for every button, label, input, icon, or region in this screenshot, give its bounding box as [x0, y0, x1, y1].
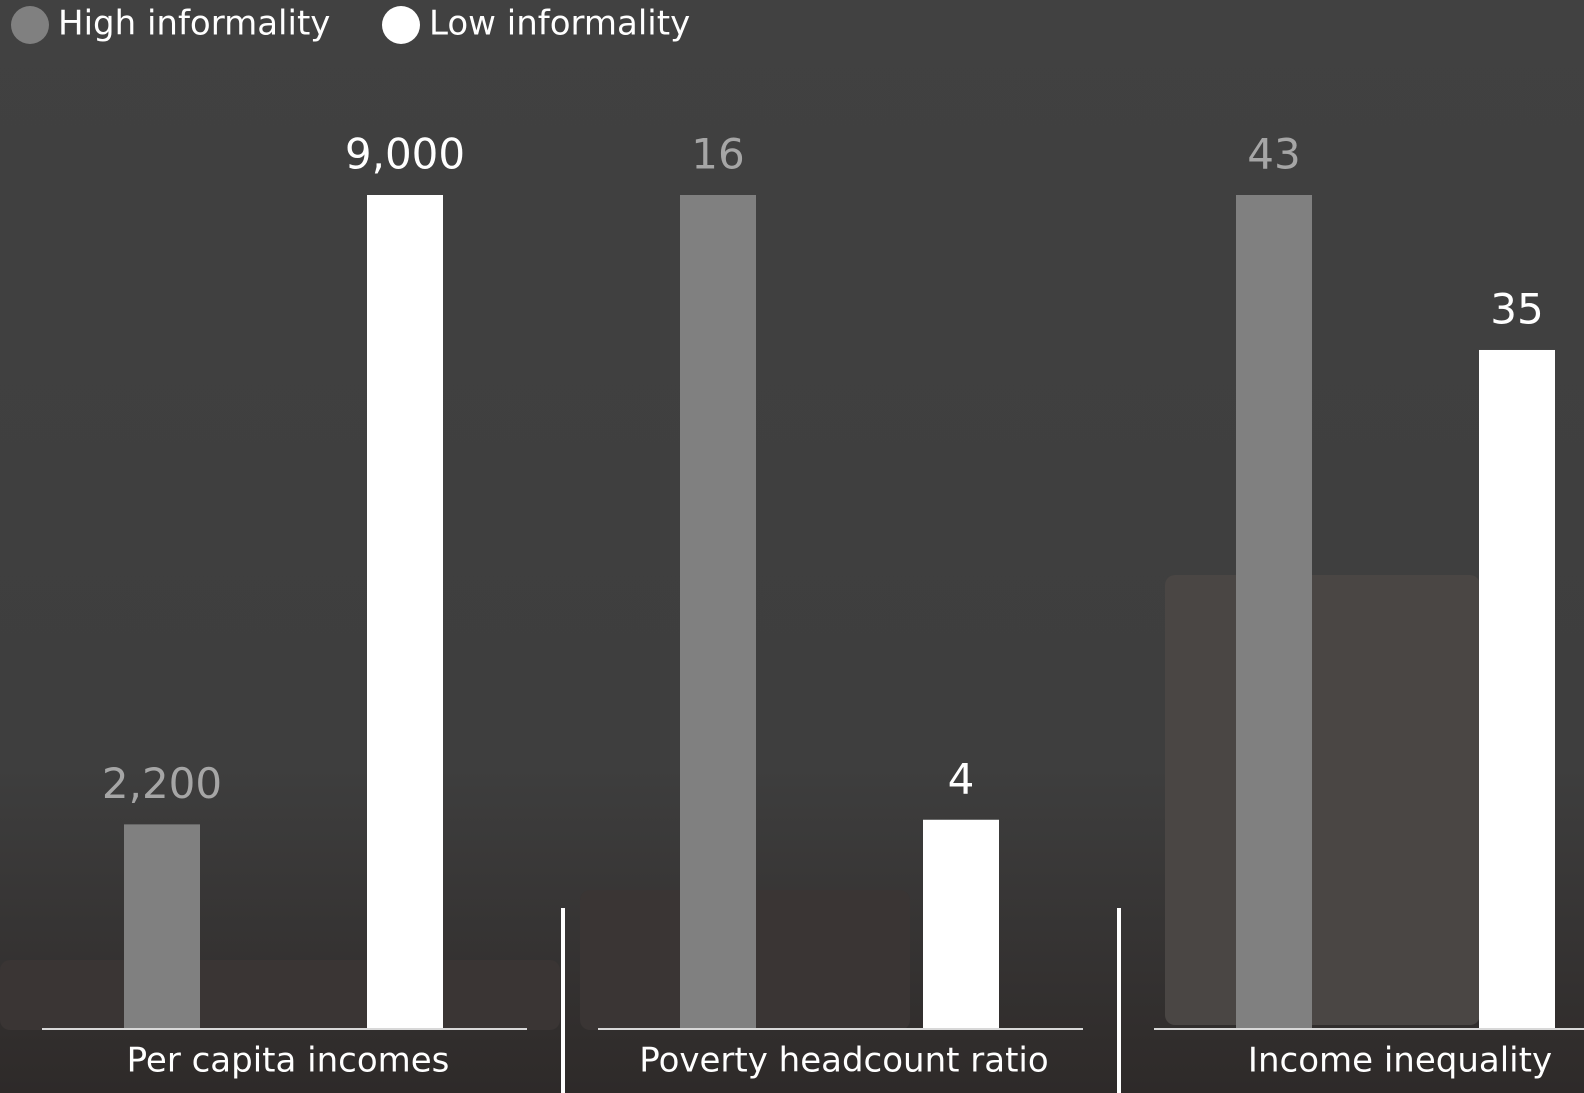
legend-swatch [11, 6, 49, 44]
value-label: 2,200 [102, 759, 222, 808]
category-label: Poverty headcount ratio [639, 1041, 1048, 1081]
value-label: 43 [1247, 130, 1300, 179]
value-label: 35 [1490, 284, 1543, 333]
bar [1479, 349, 1555, 1028]
value-label: 9,000 [345, 130, 465, 179]
category-label: Per capita incomes [127, 1041, 450, 1081]
bar [1236, 195, 1312, 1028]
legend-label: Low informality [429, 4, 690, 44]
bar [367, 195, 443, 1028]
value-label: 4 [948, 754, 975, 803]
bar [124, 824, 200, 1028]
value-label: 16 [691, 130, 744, 179]
legend-swatch [382, 6, 420, 44]
legend-label: High informality [58, 4, 330, 44]
category-label: Income inequality [1248, 1041, 1552, 1081]
bar [680, 195, 756, 1028]
bar [923, 819, 999, 1028]
